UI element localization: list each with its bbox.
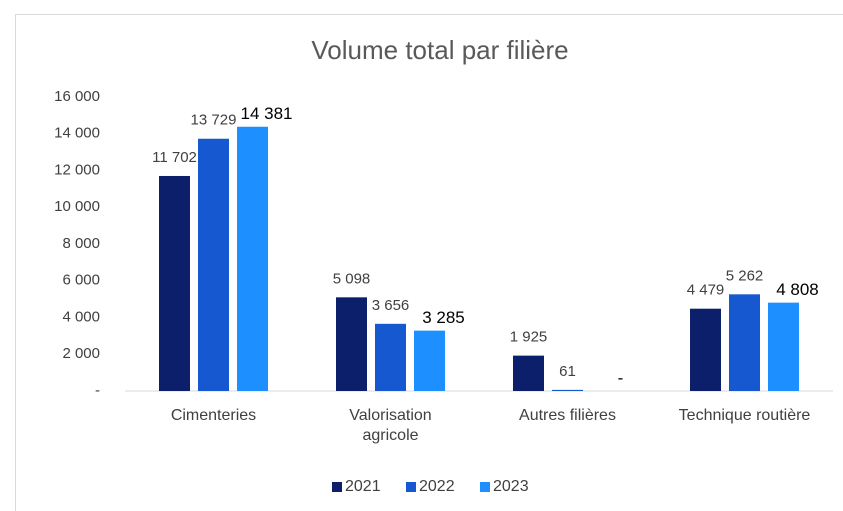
data-label: 3 656 <box>372 297 410 314</box>
y-tick-label: 2 000 <box>62 345 100 362</box>
data-label: 4 808 <box>776 280 819 299</box>
x-tick-label: Valorisation agricole <box>349 407 432 444</box>
x-tick-label: Cimenteries <box>170 407 257 424</box>
bar <box>729 294 760 391</box>
y-tick-label: 12 000 <box>54 161 100 178</box>
chart-title: Volume total par filière <box>311 35 568 65</box>
data-label: - <box>618 368 624 387</box>
data-label: 5 262 <box>726 267 764 284</box>
bar <box>375 323 406 391</box>
bar <box>198 138 229 391</box>
y-tick-label: 10 000 <box>54 198 100 215</box>
y-tick-label: 6 000 <box>62 272 100 289</box>
legend-label: 2021 <box>345 478 381 495</box>
x-tick-label: Autres filières <box>519 407 616 424</box>
bar <box>768 302 799 391</box>
data-label: 11 702 <box>152 149 197 166</box>
legend-label: 2023 <box>493 478 529 495</box>
data-label: 5 098 <box>333 270 371 287</box>
y-tick-label: 8 000 <box>62 235 100 252</box>
data-label: 13 729 <box>191 112 237 129</box>
y-tick-label: 16 000 <box>54 88 100 105</box>
legend-swatch <box>406 482 416 492</box>
legend-swatch <box>480 482 490 492</box>
data-label: 1 925 <box>510 329 548 346</box>
data-label: 4 479 <box>687 282 725 299</box>
y-tick-label: 14 000 <box>54 125 100 142</box>
y-tick-label: - <box>95 382 100 399</box>
bar <box>513 355 544 391</box>
data-label: 14 381 <box>241 104 293 123</box>
bar <box>336 297 367 391</box>
bar <box>552 389 583 391</box>
legend-swatch <box>332 482 342 492</box>
bar <box>414 330 445 391</box>
chart-frame <box>15 14 843 511</box>
bar <box>237 126 268 392</box>
y-tick-label: 4 000 <box>62 308 100 325</box>
bar <box>159 175 190 391</box>
bar <box>690 308 721 391</box>
data-label: 3 285 <box>422 308 465 327</box>
x-tick-label: Technique routière <box>678 407 811 424</box>
legend-label: 2022 <box>419 478 455 495</box>
data-label: 61 <box>559 363 576 380</box>
